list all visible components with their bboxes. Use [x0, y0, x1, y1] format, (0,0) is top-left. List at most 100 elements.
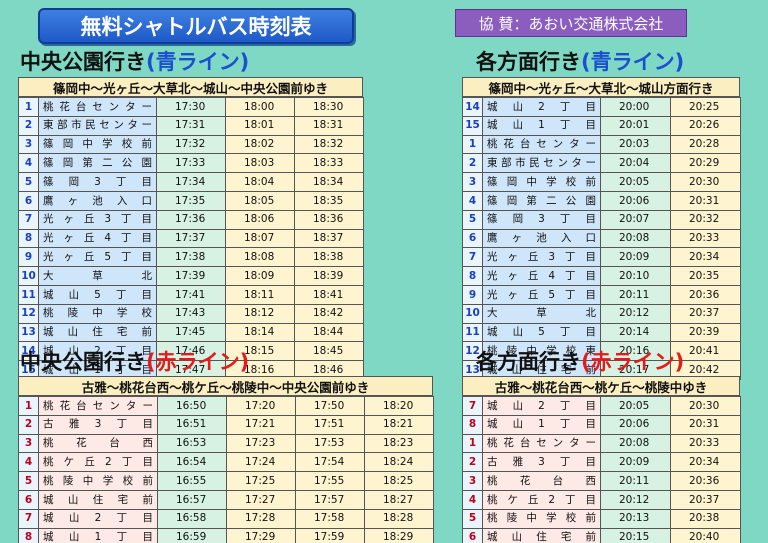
departure-time: 18:37	[294, 228, 364, 249]
stop-name: 城山1丁目	[482, 414, 601, 435]
departure-time: 17:50	[295, 396, 365, 416]
heading-dest-blue-line: (青ライン)	[581, 50, 685, 74]
stop-name: 大草北	[482, 303, 601, 324]
departure-time: 20:15	[600, 527, 671, 543]
stop-number: 3	[18, 134, 39, 155]
departure-time: 18:24	[364, 452, 434, 473]
stop-name: 篠岡第二公園	[482, 190, 601, 211]
stop-number: 8	[18, 527, 39, 543]
table-row: 4 桃ケ丘2丁目 16:54 17:24 17:54 18:24	[18, 452, 434, 473]
departure-time: 20:33	[670, 228, 741, 249]
stop-number: 2	[18, 115, 39, 136]
departure-time: 20:04	[600, 153, 671, 174]
departure-time: 17:28	[226, 508, 296, 529]
stop-name: 城山住宅前	[38, 322, 157, 343]
table-row: 10 大草北 17:39 18:09 18:39	[18, 266, 364, 286]
table-row: 7 城山2丁目 16:58 17:28 17:58 18:28	[18, 508, 434, 529]
stop-number: 4	[18, 452, 39, 473]
stop-number: 5	[462, 508, 483, 529]
departure-time: 16:53	[157, 433, 227, 454]
table-row: 8 光ヶ丘4丁目 20:10 20:35	[462, 266, 741, 286]
departure-time: 18:07	[225, 228, 295, 249]
departure-time: 18:09	[225, 266, 295, 286]
stop-name: 東部市民センター	[38, 115, 157, 136]
stop-number: 4	[18, 153, 39, 174]
departure-time: 18:03	[225, 153, 295, 174]
departure-time: 17:55	[295, 471, 365, 491]
departure-time: 20:14	[600, 322, 671, 343]
stop-number: 6	[462, 228, 483, 249]
table-row: 14 城山2丁目 20:00 20:25	[462, 97, 741, 117]
table-row: 2 東部市民センター 20:04 20:29	[462, 153, 741, 174]
departure-time: 20:25	[670, 97, 741, 117]
departure-time: 18:11	[225, 284, 295, 305]
table-row: 2 古雅3丁目 20:09 20:34	[462, 452, 741, 473]
route-dest-blue: 篠岡中～光ヶ丘～大草北～城山方面行き	[462, 77, 740, 97]
stop-name: 城山2丁目	[38, 508, 158, 529]
stop-name: 光ヶ丘3丁目	[38, 209, 157, 230]
stop-name: 城山住宅前	[38, 489, 158, 510]
departure-time: 20:06	[600, 190, 671, 211]
table-row: 15 城山1丁目 20:01 20:26	[462, 115, 741, 136]
table-row: 4 篠岡第二公園 17:33 18:03 18:33	[18, 153, 364, 174]
departure-time: 20:05	[600, 396, 671, 416]
stop-name: 篠岡第二公園	[38, 153, 157, 174]
departure-time: 18:04	[225, 172, 295, 192]
stop-number: 6	[18, 190, 39, 211]
table-row: 9 光ヶ丘5丁目 17:38 18:08 18:38	[18, 247, 364, 268]
departure-time: 20:03	[600, 134, 671, 155]
departure-time: 17:59	[295, 527, 365, 543]
heading-central-red-line: (赤ライン)	[146, 350, 250, 374]
table-row: 9 光ヶ丘5丁目 20:11 20:36	[462, 284, 741, 305]
stop-name: 古雅3丁目	[38, 414, 158, 435]
table-row: 3 桃花台西 20:11 20:36	[462, 471, 741, 491]
departure-time: 18:25	[364, 471, 434, 491]
stop-name: 城山2丁目	[482, 396, 601, 416]
table-row: 1 桃花台センター 17:30 18:00 18:30	[18, 97, 364, 117]
departure-time: 16:58	[157, 508, 227, 529]
departure-time: 18:16	[225, 360, 295, 380]
stop-number: 9	[462, 284, 483, 305]
departure-time: 18:14	[225, 322, 295, 343]
stop-name: 城山5丁目	[38, 284, 157, 305]
departure-time: 20:31	[670, 414, 741, 435]
departure-time: 20:37	[670, 303, 741, 324]
stop-name: 光ヶ丘5丁目	[38, 247, 157, 268]
table-row: 5 篠岡3丁目 17:34 18:04 18:34	[18, 172, 364, 192]
departure-time: 17:39	[156, 266, 226, 286]
stop-number: 15	[18, 360, 39, 380]
stop-number: 1	[462, 134, 483, 155]
departure-time: 20:36	[670, 471, 741, 491]
departure-time: 17:37	[156, 228, 226, 249]
stop-name: 古雅3丁目	[482, 452, 601, 473]
departure-time: 20:12	[600, 489, 671, 510]
stop-name: 光ヶ丘5丁目	[482, 284, 601, 305]
departure-time: 18:31	[294, 115, 364, 136]
departure-time: 20:39	[670, 322, 741, 343]
stop-name: 城山5丁目	[482, 322, 601, 343]
departure-time: 20:08	[600, 228, 671, 249]
stop-name: 光ヶ丘4丁目	[482, 266, 601, 286]
stop-number: 10	[462, 303, 483, 324]
heading-central-red-prefix: 中央公園行き	[20, 350, 146, 374]
departure-time: 17:43	[156, 303, 226, 324]
departure-time: 17:27	[226, 489, 296, 510]
departure-time: 17:34	[156, 172, 226, 192]
stop-name: 光ヶ丘4丁目	[38, 228, 157, 249]
stop-name: 桃陵中学校前	[38, 471, 158, 491]
table-row: 7 光ヶ丘3丁目 20:09 20:34	[462, 247, 741, 268]
departure-time: 17:53	[295, 433, 365, 454]
heading-central-blue-prefix: 中央公園行き	[20, 50, 146, 74]
stop-name: 城山住宅前	[482, 527, 601, 543]
departure-time: 18:44	[294, 322, 364, 343]
heading-central-blue: 中央公園行き(青ライン)	[20, 52, 249, 73]
stop-number: 15	[462, 115, 483, 136]
stop-number: 4	[462, 190, 483, 211]
departure-time: 20:07	[600, 209, 671, 230]
stop-number: 6	[18, 489, 39, 510]
stop-number: 10	[18, 266, 39, 286]
departure-time: 20:37	[670, 489, 741, 510]
table-row: 6 城山住宅前 20:15 20:40	[462, 527, 741, 543]
stop-name: 桃陵中学校	[38, 303, 157, 324]
heading-dest-blue: 各方面行き(青ライン)	[476, 52, 684, 73]
